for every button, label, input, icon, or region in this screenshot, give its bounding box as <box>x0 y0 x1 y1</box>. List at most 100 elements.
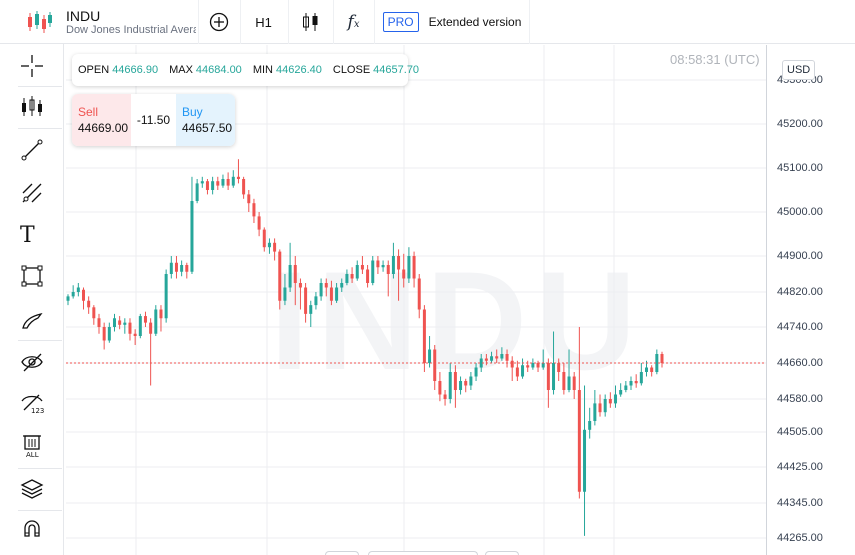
candle-body <box>205 181 209 190</box>
buy-button[interactable]: Buy 44657.50 <box>176 94 235 146</box>
candle-body <box>417 278 421 310</box>
candle-body <box>149 322 153 334</box>
price-tick-label: 45000.00 <box>777 206 823 218</box>
candle-body <box>345 274 349 283</box>
fibonacci-tool[interactable] <box>20 176 64 210</box>
candle-body <box>598 403 602 413</box>
candle-body <box>531 363 535 368</box>
hide-drawings-button[interactable] <box>20 345 64 379</box>
extended-version-label: Extended version <box>428 15 522 29</box>
magnet-button[interactable] <box>20 514 64 548</box>
candle-body <box>293 265 297 283</box>
timeframe-button[interactable]: H1 <box>240 0 286 44</box>
trendline-tool[interactable] <box>20 133 64 167</box>
range-control[interactable] <box>368 551 478 555</box>
candle-body <box>180 265 184 272</box>
candle-body <box>314 296 318 306</box>
buy-label: Buy <box>182 105 203 119</box>
svg-text:123: 123 <box>31 407 44 415</box>
candle-body <box>87 300 91 308</box>
chart-type-button[interactable] <box>288 0 332 44</box>
top-toolbar: INDU Dow Jones Industrial Average H1 fx … <box>0 0 855 44</box>
candle-body <box>267 242 271 248</box>
layers-button[interactable] <box>20 472 64 506</box>
candle-body <box>552 363 556 390</box>
spread-value: -11.50 <box>136 113 171 127</box>
max-label: MAX <box>169 64 193 76</box>
bars-tool[interactable] <box>20 90 64 124</box>
candle-body <box>422 309 426 363</box>
hide-labels-button[interactable]: 123 <box>20 386 64 420</box>
add-indicator-button[interactable] <box>198 0 238 44</box>
candle-body <box>216 181 220 186</box>
candle-body <box>500 354 504 359</box>
candle-body <box>412 256 416 279</box>
open-value: 44666.90 <box>112 64 159 76</box>
candle-body <box>583 429 587 492</box>
candle-body <box>639 372 643 384</box>
price-tick-label: 44580.00 <box>777 393 823 405</box>
candle-body <box>469 376 473 386</box>
price-tick-label: 44900.00 <box>777 250 823 262</box>
brush-tool[interactable] <box>20 303 64 337</box>
candle-body <box>236 176 240 179</box>
candle-body <box>479 358 483 368</box>
sell-button[interactable]: Sell 44669.00 <box>72 94 131 146</box>
candle-body <box>397 256 401 270</box>
candle-body <box>650 367 654 372</box>
plus-circle-icon <box>209 12 228 32</box>
candle-body <box>360 265 364 270</box>
candle-body <box>391 256 395 274</box>
candle-body <box>459 381 463 390</box>
candle-body <box>350 274 354 279</box>
candle-body <box>81 289 85 301</box>
price-tick-label: 44425.00 <box>777 461 823 473</box>
indicators-button[interactable]: fx <box>333 0 373 44</box>
candle-body <box>593 403 597 421</box>
candle-body <box>495 356 499 359</box>
candle-body <box>572 376 576 390</box>
candle-body <box>329 287 333 301</box>
candle-body <box>102 327 106 341</box>
price-axis[interactable]: 45300.00 45200.00 45100.00 45000.00 44900.00… <box>766 45 855 555</box>
candle-body <box>97 318 101 327</box>
symbol-watermark: INDU <box>270 242 645 399</box>
candle-body <box>614 394 618 404</box>
buy-price: 44657.50 <box>182 121 233 135</box>
reset-control[interactable] <box>485 551 519 555</box>
crosshair-tool[interactable] <box>20 49 64 83</box>
scroll-control[interactable] <box>325 551 359 555</box>
rectangle-tool[interactable] <box>20 259 64 293</box>
symbol-selector[interactable] <box>26 6 198 38</box>
candle-body <box>381 265 385 268</box>
candle-body <box>112 318 116 327</box>
fibonacci-icon <box>22 183 42 203</box>
text-tool[interactable]: T <box>20 218 64 252</box>
price-tick-label: 45200.00 <box>777 118 823 130</box>
candle-body <box>386 265 390 274</box>
candle-body <box>645 367 649 372</box>
candle-body <box>624 385 628 390</box>
candle-body <box>319 283 323 297</box>
price-tick-label: 45100.00 <box>777 162 823 174</box>
candle-body <box>588 421 592 430</box>
candle-body <box>355 265 359 279</box>
extended-version-button[interactable]: PRO Extended version <box>374 0 530 44</box>
open-label: OPEN <box>78 64 110 76</box>
delete-all-button[interactable]: ALL <box>20 428 64 462</box>
price-tick-label: 44265.00 <box>777 532 823 544</box>
price-tick-label: 44820.00 <box>777 286 823 298</box>
trendline-icon <box>21 139 43 161</box>
svg-text:ALL: ALL <box>26 451 39 458</box>
currency-button[interactable]: USD <box>782 60 816 80</box>
candle-body <box>536 363 540 368</box>
brush-icon <box>22 312 43 329</box>
candle-body <box>169 262 173 274</box>
close-value: 44657.70 <box>373 64 420 76</box>
candle-body <box>200 181 204 184</box>
price-tick-label: 44505.00 <box>777 426 823 438</box>
min-label: MIN <box>252 64 273 76</box>
price-chart[interactable] <box>66 45 766 555</box>
candle-body <box>541 363 545 368</box>
candle-body <box>464 381 468 386</box>
